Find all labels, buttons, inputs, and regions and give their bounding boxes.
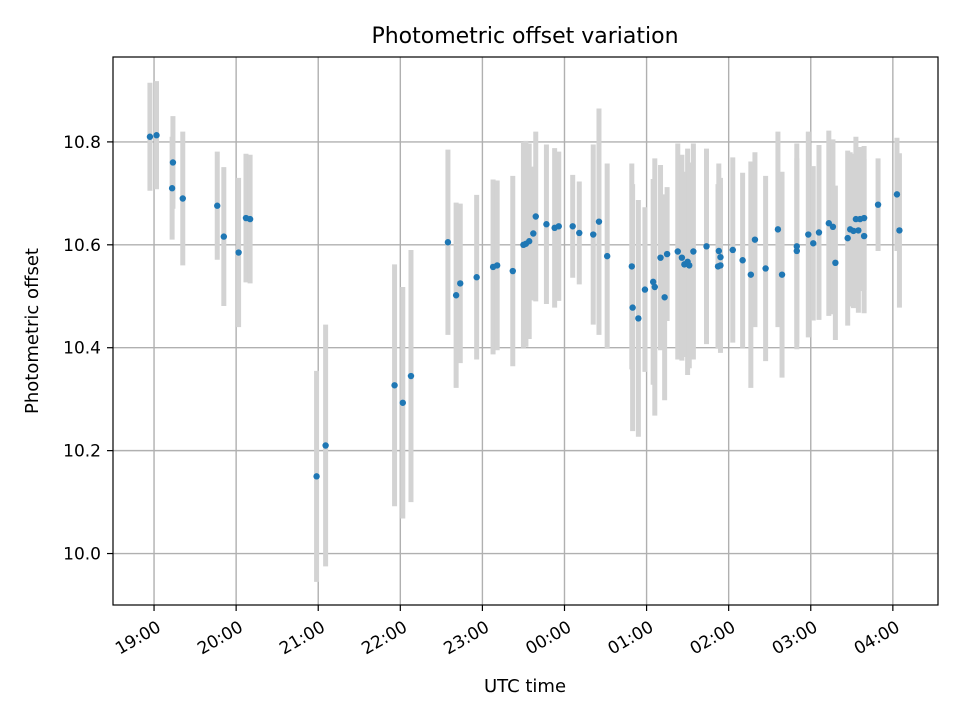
- data-point: [674, 248, 681, 255]
- data-point: [815, 229, 823, 236]
- data-point: [444, 239, 452, 246]
- data-point: [762, 265, 769, 272]
- data-point: [146, 133, 154, 140]
- data-point: [629, 304, 636, 311]
- data-point: [452, 292, 460, 299]
- y-axis-label: Photometric offset: [22, 248, 43, 414]
- data-point: [810, 240, 817, 247]
- data-point: [844, 234, 851, 242]
- y-tick-label: 10.0: [63, 545, 101, 565]
- data-point: [555, 223, 562, 230]
- data-point: [686, 262, 693, 269]
- data-point: [473, 274, 480, 281]
- data-point: [543, 221, 550, 228]
- data-point: [860, 232, 868, 240]
- data-point: [747, 271, 755, 278]
- data-point: [168, 185, 176, 192]
- x-tick-label: 01:00: [605, 617, 657, 659]
- data-point: [313, 473, 320, 480]
- data-points: [146, 132, 903, 480]
- x-tick-label: 22:00: [358, 617, 410, 659]
- x-tick-label: 02:00: [687, 617, 739, 659]
- data-point: [235, 249, 242, 256]
- x-tick-label: 19:00: [112, 617, 164, 659]
- data-point: [703, 243, 710, 250]
- x-tick-label: 21:00: [276, 617, 328, 659]
- data-point: [649, 278, 657, 286]
- data-point: [391, 382, 398, 389]
- data-point: [832, 259, 839, 267]
- y-tick-label: 10.8: [63, 133, 101, 153]
- data-point: [246, 215, 254, 223]
- data-point: [169, 159, 177, 166]
- plot-area-frame: [112, 56, 939, 606]
- data-point: [690, 248, 697, 255]
- data-point: [717, 253, 724, 261]
- data-point: [153, 132, 160, 139]
- data-point: [530, 230, 537, 237]
- data-point: [493, 262, 501, 269]
- x-tick-label: 20:00: [194, 617, 246, 659]
- data-point: [576, 229, 583, 237]
- data-point: [407, 372, 415, 380]
- data-point: [603, 252, 611, 260]
- data-point: [893, 191, 901, 198]
- y-tick-label: 10.6: [63, 236, 101, 256]
- data-point: [651, 283, 658, 291]
- data-point: [678, 254, 686, 261]
- data-point: [793, 243, 801, 250]
- data-point: [850, 227, 857, 235]
- y-tick-label: 10.2: [63, 442, 101, 462]
- data-point: [220, 233, 228, 240]
- data-point: [715, 247, 723, 255]
- data-point: [635, 315, 642, 322]
- data-point: [805, 231, 812, 238]
- data-point: [590, 231, 597, 238]
- x-tick-label: 04:00: [851, 617, 903, 659]
- y-tick-label: 10.4: [63, 339, 101, 359]
- data-point: [657, 254, 664, 261]
- data-point: [896, 227, 903, 234]
- data-point: [739, 257, 746, 264]
- data-point: [641, 286, 649, 293]
- data-point: [399, 399, 406, 406]
- x-tick-label: 00:00: [523, 617, 575, 659]
- data-point: [661, 294, 668, 301]
- data-point: [532, 213, 539, 220]
- data-point: [793, 247, 801, 255]
- data-point: [774, 226, 782, 233]
- data-point: [569, 223, 576, 230]
- data-point: [825, 220, 833, 227]
- data-point: [729, 246, 736, 254]
- x-tick-label: 23:00: [440, 617, 492, 659]
- data-point: [663, 250, 671, 258]
- data-point: [778, 271, 786, 278]
- x-axis-label: UTC time: [484, 676, 566, 697]
- data-point: [860, 214, 868, 222]
- data-point: [322, 442, 329, 449]
- data-point: [829, 223, 837, 231]
- data-point: [509, 267, 516, 275]
- x-tick-label: 03:00: [769, 617, 821, 659]
- error-bars: [147, 81, 902, 582]
- data-point: [214, 202, 221, 209]
- data-point: [874, 201, 882, 208]
- data-point: [525, 238, 533, 245]
- data-point: [595, 218, 603, 225]
- data-point: [855, 227, 862, 234]
- data-point: [717, 262, 724, 269]
- data-point: [751, 236, 759, 243]
- data-point: [179, 195, 186, 202]
- data-point: [628, 263, 636, 270]
- data-point: [457, 280, 464, 287]
- chart-title: Photometric offset variation: [371, 24, 678, 49]
